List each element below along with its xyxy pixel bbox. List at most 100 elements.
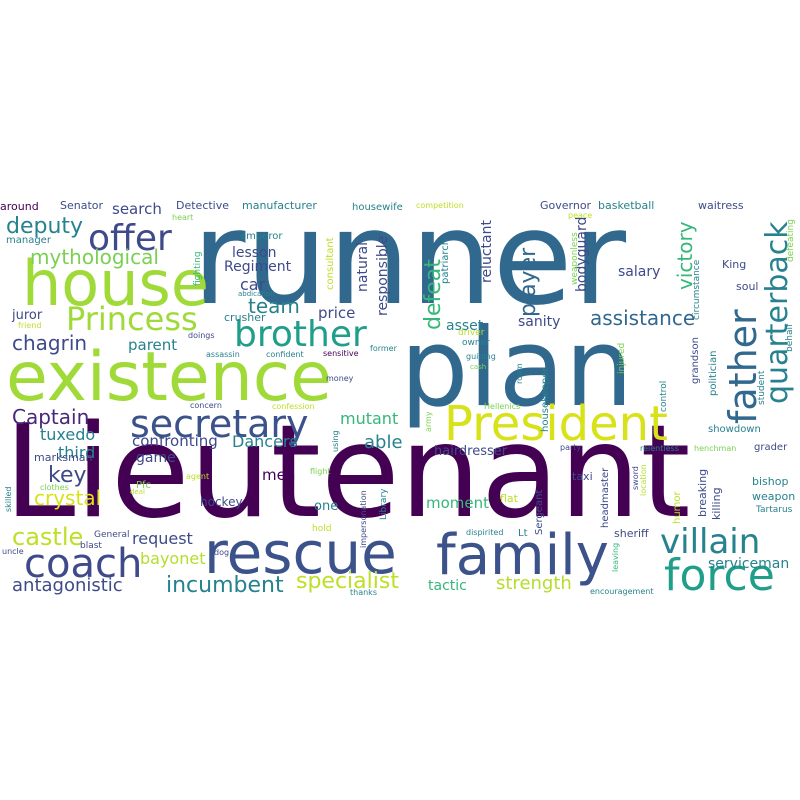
word-salary: salary bbox=[618, 264, 660, 280]
word-moment: moment bbox=[426, 494, 489, 512]
word-crystal: crystal bbox=[34, 486, 101, 510]
word-men: men bbox=[262, 466, 295, 484]
word-grandson: grandson bbox=[690, 337, 701, 384]
word-bayonet: bayonet bbox=[140, 549, 205, 568]
word-grader: grader bbox=[754, 442, 788, 453]
word-housekeeper: housekeeper bbox=[540, 367, 551, 432]
word-search: search bbox=[112, 200, 162, 218]
word-injured: injured bbox=[617, 343, 627, 374]
word-leaving: leaving bbox=[611, 543, 620, 572]
word-existence: existence bbox=[6, 338, 332, 417]
word-driver: driver bbox=[458, 328, 485, 338]
word-skilled: skilled bbox=[4, 487, 13, 512]
word-parent: parent bbox=[128, 336, 177, 354]
word-crusher: crusher bbox=[224, 311, 266, 324]
word-assistance: assistance bbox=[590, 306, 695, 330]
word-uncle: uncle bbox=[2, 547, 24, 556]
word-hairdresser: hairdresser bbox=[434, 444, 508, 459]
word-hellenics: Hellenics bbox=[484, 402, 520, 411]
word-soul: soul bbox=[736, 280, 759, 293]
word-governor: Governor bbox=[540, 199, 592, 212]
word-key: key bbox=[48, 463, 87, 488]
word-deal: deal bbox=[130, 488, 145, 496]
word-able: able bbox=[364, 432, 403, 453]
word-confession: confession bbox=[272, 402, 315, 411]
word-bishop: bishop bbox=[752, 475, 788, 488]
word-game: game bbox=[136, 450, 176, 466]
word-circumstance: circumstance bbox=[692, 259, 702, 320]
word-strength: strength bbox=[496, 573, 572, 594]
word-juror: juror bbox=[11, 308, 43, 323]
word-behalf: behalf bbox=[785, 323, 795, 352]
word-team: team bbox=[248, 294, 300, 318]
word-third: third bbox=[58, 443, 95, 462]
word-emperor: emperor bbox=[240, 231, 283, 242]
word-army: army bbox=[424, 411, 433, 432]
word-sergeant: Sergeant bbox=[534, 490, 545, 535]
word-confronting: confronting bbox=[132, 432, 218, 450]
word-castle: castle bbox=[12, 523, 83, 551]
word-victory: victory bbox=[673, 221, 697, 290]
word-clothes: clothes bbox=[40, 483, 69, 492]
word-defeat: defeat bbox=[421, 259, 446, 330]
word-natural: natural bbox=[355, 242, 371, 292]
word-lesson: lesson bbox=[232, 245, 277, 261]
word-blast: blast bbox=[80, 541, 102, 551]
word-car: car bbox=[240, 275, 266, 294]
word-weaponless: weaponless bbox=[570, 232, 580, 285]
word-control: control bbox=[659, 381, 669, 412]
word-assassin: assassin bbox=[206, 350, 240, 359]
word-around: around bbox=[0, 200, 39, 213]
word-president: President bbox=[444, 396, 668, 452]
word-encouragement: encouragement bbox=[590, 587, 653, 596]
word-offer: offer bbox=[88, 218, 172, 259]
word-villain: villain bbox=[660, 522, 760, 562]
word-sword: sword bbox=[631, 466, 640, 490]
word-impersonation: impersonation bbox=[359, 490, 368, 548]
word-headmaster: headmaster bbox=[600, 467, 611, 528]
word-lieutenant: Lieutenant bbox=[4, 398, 691, 547]
word-runner: runner bbox=[192, 182, 627, 334]
word-cash: cash bbox=[470, 363, 486, 371]
word-king: King bbox=[722, 258, 746, 271]
word-relentless: relentless bbox=[640, 444, 679, 453]
word-doings: doings bbox=[188, 331, 215, 340]
word-senator: Senator bbox=[60, 199, 104, 212]
word-rescue: rescue bbox=[204, 519, 397, 587]
word-deputy: deputy bbox=[6, 214, 83, 239]
word-reluctant: reluctant bbox=[479, 220, 495, 283]
word-competition: competition bbox=[416, 201, 464, 210]
word-general: General bbox=[94, 530, 129, 540]
word-sanity: sanity bbox=[518, 314, 560, 330]
word-lt: Lt bbox=[518, 528, 528, 539]
word-waitress: waitress bbox=[698, 199, 744, 212]
word-responsible: responsible bbox=[375, 236, 391, 316]
word-abdication: abdication bbox=[238, 290, 275, 298]
word-serviceman: serviceman bbox=[708, 556, 789, 572]
word-consultant: consultant bbox=[325, 237, 336, 290]
word-house: house bbox=[22, 247, 209, 320]
word-mythological: mythological bbox=[30, 245, 159, 269]
word-captain: Captain bbox=[12, 405, 89, 429]
word-agent: agent bbox=[186, 472, 209, 481]
word-tactic: tactic bbox=[428, 578, 467, 594]
word-using: using bbox=[331, 430, 340, 452]
word-former: former bbox=[370, 344, 398, 353]
word-location: location bbox=[639, 464, 648, 496]
word-sensitive: sensitive bbox=[323, 349, 359, 358]
word-manager: manager bbox=[6, 235, 52, 246]
word-fighting: fighting bbox=[193, 251, 203, 286]
word-one: one bbox=[314, 499, 338, 514]
word-marksman: marksman bbox=[34, 451, 93, 464]
word-heart: heart bbox=[172, 213, 193, 222]
word-quarterback: quarterback bbox=[760, 221, 795, 404]
word-owner: owner bbox=[462, 338, 490, 348]
word-politician: politician bbox=[708, 351, 719, 396]
word-flight: flight bbox=[310, 467, 331, 476]
word-sheriff: sheriff bbox=[614, 527, 649, 540]
word-manufacturer: manufacturer bbox=[242, 199, 317, 212]
word-brother: brother bbox=[234, 314, 367, 355]
word-concern: concern bbox=[190, 401, 222, 410]
word-library: Library bbox=[379, 488, 389, 520]
